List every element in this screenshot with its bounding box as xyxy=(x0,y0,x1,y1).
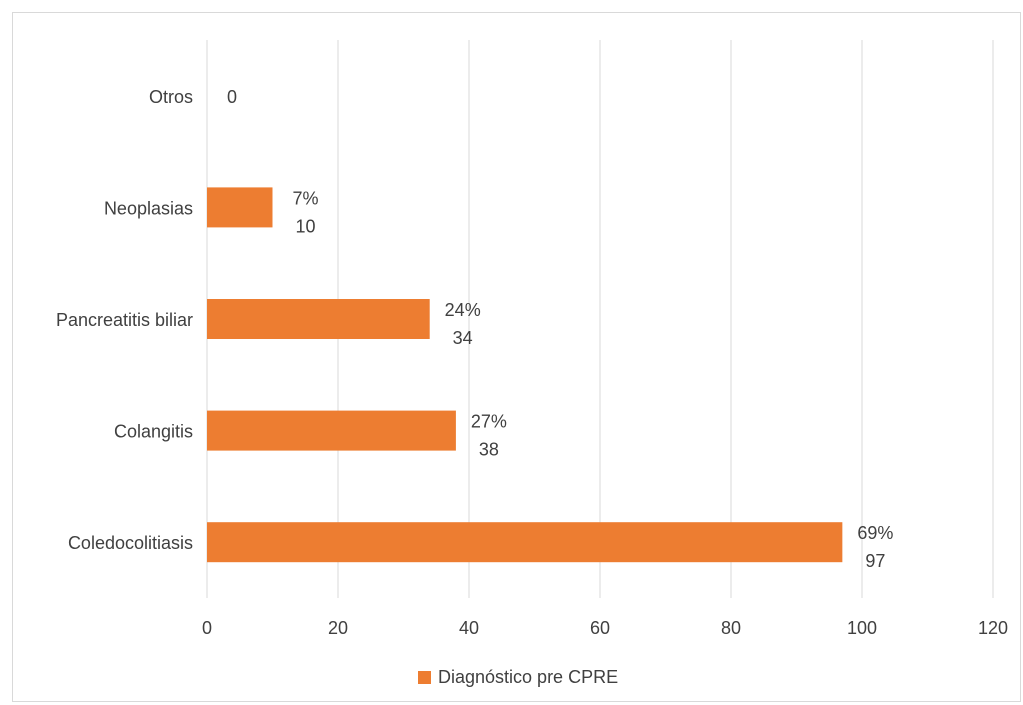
value-label: 38 xyxy=(479,440,499,460)
category-label: Otros xyxy=(149,87,193,107)
value-label: 34 xyxy=(453,328,473,348)
gridlines xyxy=(206,40,994,598)
x-tick-label: 20 xyxy=(328,618,348,638)
bar xyxy=(207,299,430,339)
percent-label: 69% xyxy=(857,523,893,543)
bar xyxy=(207,522,843,563)
x-axis-tick-labels: 0 20 40 60 80 100 120 xyxy=(202,618,1008,638)
x-tick-label: 40 xyxy=(459,618,479,638)
category-label: Neoplasias xyxy=(104,198,193,218)
x-tick-label: 0 xyxy=(202,618,212,638)
bar xyxy=(207,187,273,228)
legend-swatch xyxy=(418,671,431,684)
category-label: Pancreatitis biliar xyxy=(56,310,193,330)
bars xyxy=(207,187,843,563)
legend: Diagnóstico pre CPRE xyxy=(418,667,618,687)
x-tick-label: 80 xyxy=(721,618,741,638)
value-label: 10 xyxy=(295,216,315,236)
legend-label: Diagnóstico pre CPRE xyxy=(438,667,618,687)
percent-label: 27% xyxy=(471,412,507,432)
x-tick-label: 60 xyxy=(590,618,610,638)
category-label: Colangitis xyxy=(114,422,193,442)
value-label: 97 xyxy=(865,551,885,571)
x-tick-label: 100 xyxy=(847,618,877,638)
data-labels: 69% 97 27% 38 24% 34 7% 10 0 xyxy=(227,87,893,571)
bar xyxy=(207,410,456,451)
value-label: 0 xyxy=(227,87,237,107)
x-tick-label: 120 xyxy=(978,618,1008,638)
category-label: Coledocolitiasis xyxy=(68,533,193,553)
chart-frame xyxy=(12,12,1021,702)
percent-label: 7% xyxy=(292,188,318,208)
percent-label: 24% xyxy=(445,300,481,320)
category-labels: Coledocolitiasis Colangitis Pancreatitis b… xyxy=(56,87,193,553)
